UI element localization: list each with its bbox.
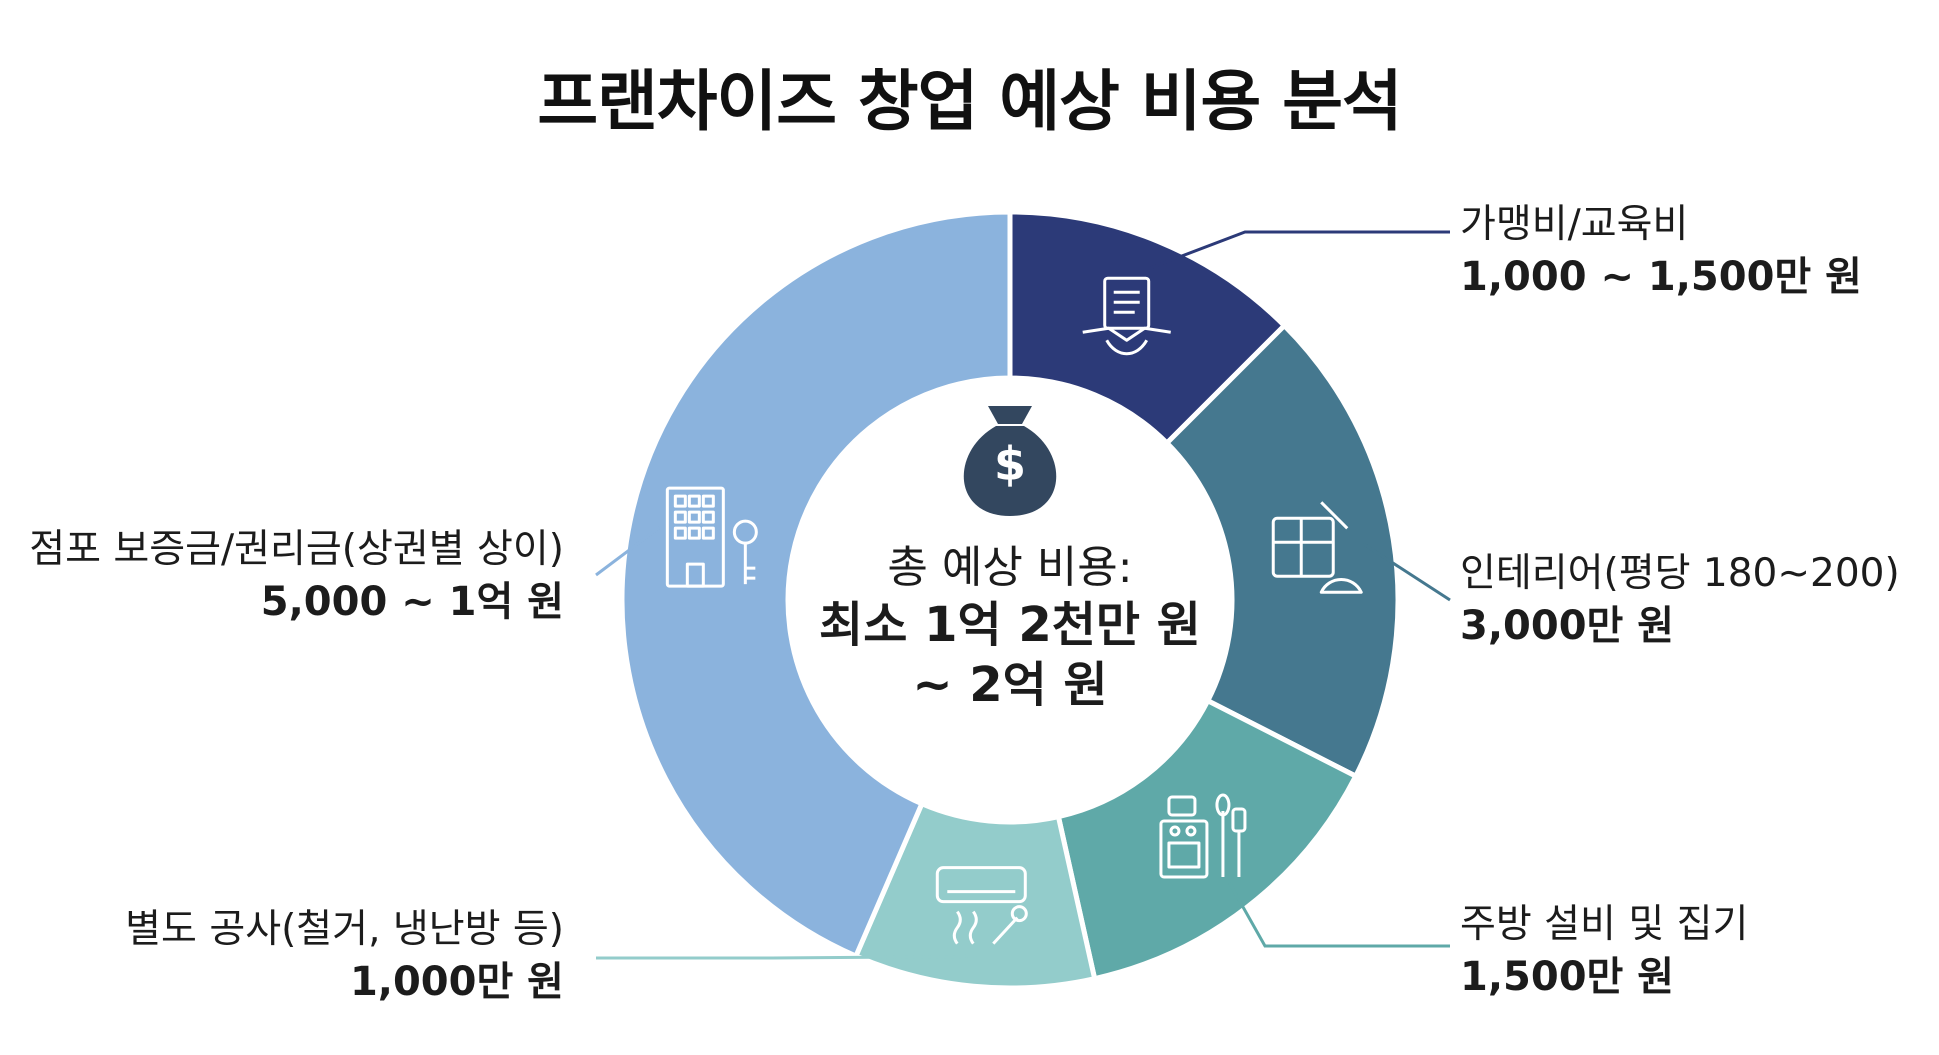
kitchen-stove-icon	[1159, 793, 1247, 879]
chart-title: 프랜차이즈 창업 예상 비용 분석	[537, 63, 1402, 140]
center-value-line1: 최소 1억 2천만 원	[819, 597, 1201, 653]
center-value-line2: ~ 2억 원	[912, 657, 1108, 713]
center-summary: 총 예상 비용: 최소 1억 2천만 원 ~ 2억 원	[810, 540, 1210, 715]
blueprint-hardhat-icon	[1271, 501, 1363, 594]
slice-value: 1,000 ~ 1,500만 원	[1460, 253, 1862, 300]
center-label: 총 예상 비용:	[887, 542, 1133, 593]
leader-line-3	[596, 954, 977, 960]
aircon-wrench-icon	[935, 866, 1028, 945]
slice-name: 인테리어(평당 180~200)	[1460, 551, 1900, 596]
building-key-icon	[665, 486, 758, 588]
slice-label-deposit: 점포 보증금/권리금(상권별 상이) 5,000 ~ 1억 원	[29, 525, 564, 628]
leader-line-2	[1228, 882, 1450, 948]
slice-value: 1,000만 원	[349, 958, 564, 1005]
slice-name: 별도 공사(철거, 냉난방 등)	[125, 907, 564, 952]
svg-text:$: $	[994, 437, 1026, 491]
contract-handshake-icon	[1082, 276, 1171, 356]
leader-line-4	[595, 526, 661, 577]
slice-name: 가맹비/교육비	[1460, 202, 1689, 247]
donut-slice-4	[619, 209, 1013, 960]
slice-value: 3,000만 원	[1460, 602, 1675, 649]
donut-slice-1	[1163, 322, 1401, 780]
slice-value: 5,000 ~ 1억 원	[260, 578, 564, 625]
slice-name: 점포 보증금/권리금(상권별 상이)	[29, 527, 564, 572]
slice-label-kitchen: 주방 설비 및 집기 1,500만 원	[1460, 900, 1748, 1003]
slice-name: 주방 설비 및 집기	[1460, 902, 1749, 947]
money-bag-icon: $	[963, 406, 1057, 516]
slice-label-interior: 인테리어(평당 180~200) 3,000만 원	[1460, 549, 1900, 652]
slice-label-franchise-fee: 가맹비/교육비 1,000 ~ 1,500만 원	[1460, 200, 1862, 303]
leader-line-1	[1362, 542, 1451, 602]
slice-value: 1,500만 원	[1460, 953, 1675, 1000]
leader-line-0	[1146, 230, 1450, 271]
slice-label-extra-work: 별도 공사(철거, 냉난방 등) 1,000만 원	[125, 905, 564, 1008]
